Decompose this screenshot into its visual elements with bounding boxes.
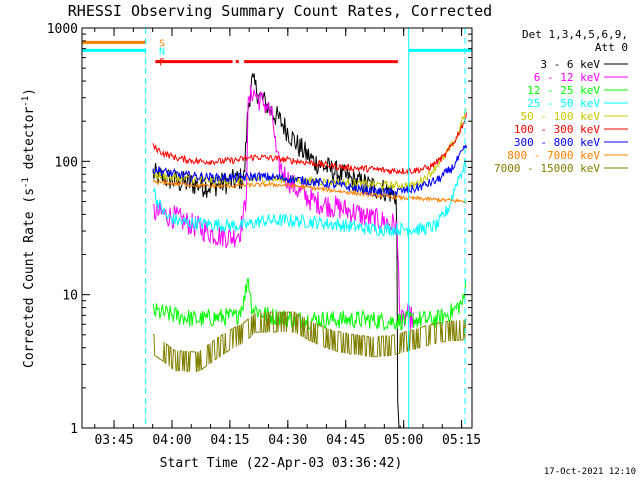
legend-title-1: Det 1,3,4,5,6,9, bbox=[522, 28, 628, 41]
plot-frame bbox=[82, 28, 472, 428]
flags-layer: SNF bbox=[82, 38, 472, 68]
series-layer bbox=[153, 73, 467, 438]
y-axis-label: Corrected Count Rate (s-1 detector-1) bbox=[21, 88, 37, 368]
series-2-line bbox=[153, 279, 467, 330]
legend-label-1: 6 - 12 keV bbox=[534, 71, 601, 84]
y-tick-label-2: 100 bbox=[55, 155, 78, 170]
x-tick-label-0: 03:45 bbox=[94, 433, 133, 448]
y-axis-label-end: ) bbox=[22, 88, 37, 96]
x-tick-label-5: 05:00 bbox=[384, 433, 423, 448]
y-axis-label-main: Corrected Count Rate (s bbox=[22, 188, 37, 368]
chart-title: RHESSI Observing Summary Count Rates, Co… bbox=[68, 2, 492, 20]
legend-label-5: 100 - 300 keV bbox=[514, 123, 600, 136]
series-5-line bbox=[153, 113, 467, 175]
y-tick-label-0: 1 bbox=[70, 422, 78, 437]
x-tick-label-2: 04:15 bbox=[210, 433, 249, 448]
x-tick-label-3: 04:30 bbox=[268, 433, 307, 448]
x-axis-label: Start Time (22-Apr-03 03:36:42) bbox=[160, 456, 403, 471]
flag-f-letter: F bbox=[159, 58, 165, 69]
legend-label-3: 25 - 50 keV bbox=[527, 97, 600, 110]
legend-label-6: 300 - 800 keV bbox=[514, 136, 600, 149]
y-axis-label-sup1: -1 bbox=[21, 177, 31, 188]
legend-label-4: 50 - 100 keV bbox=[521, 110, 601, 123]
x-tick-label-4: 04:45 bbox=[326, 433, 365, 448]
legend-label-7: 800 - 7000 keV bbox=[507, 149, 600, 162]
legend-label-2: 12 - 25 keV bbox=[527, 84, 600, 97]
x-tick-label-6: 05:15 bbox=[442, 433, 481, 448]
flag-n-letter: N bbox=[159, 46, 165, 57]
legend-label-0: 3 - 6 keV bbox=[540, 58, 600, 71]
x-tick-label-1: 04:00 bbox=[152, 433, 191, 448]
y-axis-label-sup2: -1 bbox=[21, 96, 31, 107]
series-1-line bbox=[153, 85, 414, 330]
legend-label-8: 7000 - 15000 keV bbox=[494, 162, 600, 175]
footer-timestamp: 17-Oct-2021 12:10 bbox=[544, 467, 636, 477]
y-axis-label-mid: detector bbox=[22, 107, 37, 178]
series-0-line bbox=[153, 73, 400, 438]
ticks-layer: 03:45 04:00 04:15 04:30 04:45 05:00 05:15 1 10 10… bbox=[47, 22, 481, 448]
series-6-line bbox=[153, 145, 467, 197]
legend-title-2: Att 0 bbox=[595, 41, 628, 54]
y-tick-label-3: 1000 bbox=[47, 22, 78, 37]
y-tick-label-1: 10 bbox=[62, 289, 78, 304]
count-rate-chart: SNF 03:45 04:00 04:15 04:30 04:45 05:00 05:15 1… bbox=[0, 0, 640, 480]
